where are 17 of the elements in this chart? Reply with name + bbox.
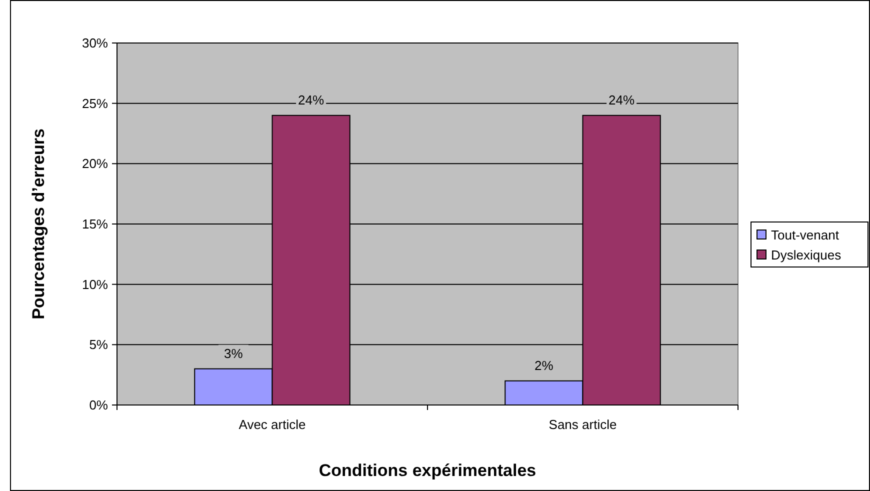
y-tick-label: 10% [82, 276, 108, 292]
data-label: 3% [224, 346, 244, 361]
y-axis-title: Pourcentages d’erreurs [29, 128, 48, 320]
x-tick-label: Avec article [238, 417, 306, 432]
data-label: 2% [534, 358, 554, 373]
x-axis-title: Conditions expérimentales [318, 461, 536, 480]
y-tick-label: 20% [82, 156, 108, 172]
data-label: 24% [608, 92, 636, 108]
legend-label: Tout-venant [771, 228, 840, 243]
y-tick-label: 0% [89, 398, 108, 413]
data-label: 24% [298, 92, 325, 108]
x-tick-label: Sans article [548, 417, 617, 432]
legend-label: Dyslexiques [771, 248, 842, 263]
y-tick-label: 15% [82, 216, 108, 232]
y-tick-label: 5% [89, 337, 108, 352]
y-tick-label: 30% [82, 36, 108, 51]
y-tick-label: 25% [82, 96, 108, 111]
